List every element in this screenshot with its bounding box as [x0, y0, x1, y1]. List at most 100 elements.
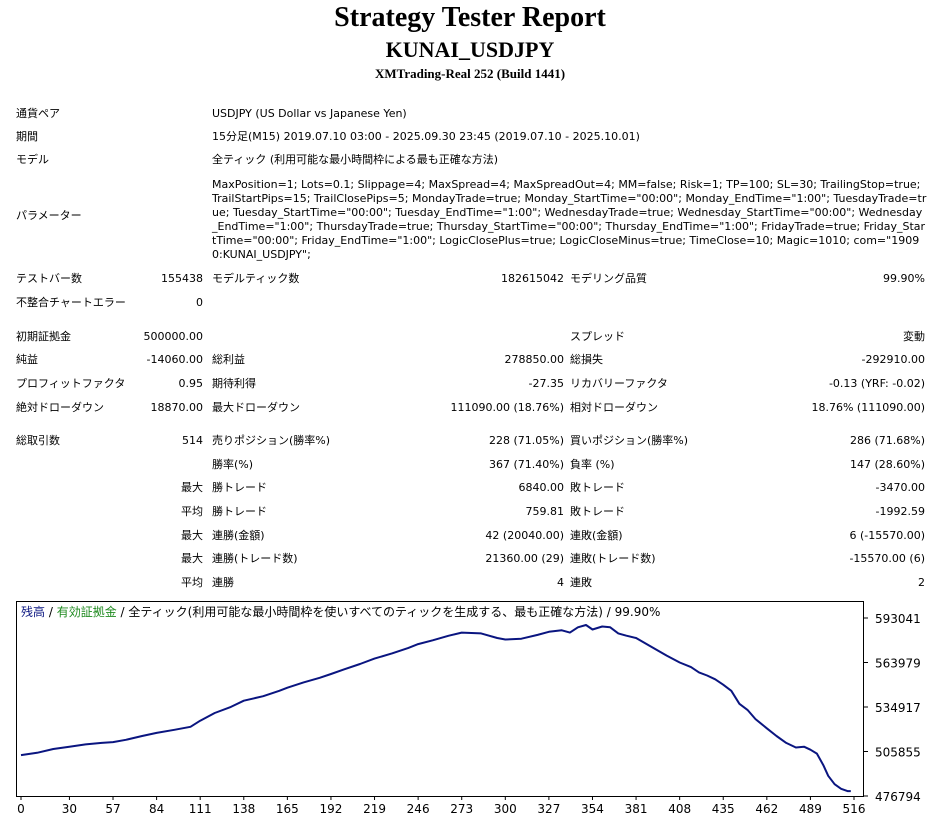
absolute-drawdown-value: 18870.00 [150, 401, 204, 414]
x-tick-label: 84 [149, 802, 164, 816]
max-consecutive-wins-label: 連勝(金額) [212, 529, 265, 542]
x-tick-label: 30 [62, 802, 77, 816]
max-consecutive-wins-value: 42 (20040.00) [485, 529, 564, 542]
max-consecutive-losses-label: 連敗(金額) [570, 529, 623, 542]
recovery-factor-label: リカバリーファクタ [570, 377, 668, 390]
y-tick-label: 593041 [875, 612, 921, 626]
expected-payoff-value: -27.35 [528, 377, 564, 390]
legend-equity: 有効証拠金 [57, 604, 117, 619]
max-consecutive-count-prefix: 最大 [181, 552, 203, 565]
period-label: 期間 [16, 130, 38, 143]
average-consecutive-wins-value: 4 [557, 576, 564, 589]
recovery-factor-value: -0.13 (YRF: -0.02) [828, 377, 925, 390]
x-tick-label: 435 [712, 802, 735, 816]
chart-legend: 残高 / 有効証拠金 / 全ティック(利用可能な最小時間枠を使いすべてのティック… [21, 604, 660, 619]
x-axis: 0 30 57 84 111 138 165 192 219 246 273 300 327 354 381… [17, 796, 865, 816]
x-tick-label: 462 [755, 802, 778, 816]
quality-value: 99.90% [883, 272, 925, 285]
bars-value: 155438 [161, 272, 203, 285]
average-consecutive-prefix: 平均 [181, 576, 203, 589]
absolute-drawdown-label: 絶対ドローダウン [16, 401, 104, 414]
x-tick-label: 138 [232, 802, 255, 816]
symbol-value: USDJPY (US Dollar vs Japanese Yen) [212, 107, 407, 120]
balance-line [20, 624, 851, 793]
gross-profit-value: 278850.00 [504, 353, 565, 366]
max-consecutive-prefix: 最大 [181, 529, 203, 542]
period-value: 15分足(M15) 2019.07.10 03:00 - 2025.09.30 … [212, 130, 640, 143]
max-consecutive-loss-label: 連敗(トレード数) [570, 552, 656, 565]
x-tick-label: 489 [799, 802, 822, 816]
bars-label: テストバー数 [16, 272, 82, 285]
largest-loss-label: 敗トレード [570, 481, 625, 494]
short-positions-value: 228 (71.05%) [488, 434, 564, 447]
x-tick-label: 327 [537, 802, 560, 816]
long-positions-value: 286 (71.68%) [849, 434, 925, 447]
spread-label: スプレッド [570, 330, 625, 343]
x-tick-label: 273 [450, 802, 473, 816]
x-tick-label: 0 [17, 802, 25, 816]
y-axis: 593041 563979 534917 505855 476794 [863, 612, 921, 804]
net-profit-value: -14060.00 [146, 353, 203, 366]
profit-factor-label: プロフィットファクタ [16, 377, 126, 390]
x-tick-label: 219 [363, 802, 386, 816]
long-positions-label: 買いポジション(勝率%) [570, 434, 689, 447]
legend-model-quality: 全ティック(利用可能な最小時間枠を使いすべてのティックを生成する、最も正確な方法… [128, 604, 660, 619]
y-tick-label: 476794 [875, 790, 921, 804]
x-tick-label: 408 [668, 802, 691, 816]
model-label: モデル [16, 153, 49, 166]
mismatch-value: 0 [196, 296, 203, 309]
total-trades-value: 514 [182, 434, 203, 447]
quality-label: モデリング品質 [570, 272, 647, 285]
legend-separator-2: / [117, 605, 129, 619]
x-tick-label: 354 [581, 802, 604, 816]
profit-factor-value: 0.95 [178, 377, 204, 390]
x-tick-label: 192 [320, 802, 343, 816]
max-consecutive-profit-label: 連勝(トレード数) [212, 552, 298, 565]
report-title: Strategy Tester Report [334, 2, 606, 33]
loss-trades-value: 147 (28.60%) [849, 458, 925, 471]
total-trades-label: 総取引数 [16, 434, 60, 447]
y-tick-label: 563979 [875, 657, 921, 671]
plot-frame [16, 601, 864, 797]
max-consecutive-profit-value: 21360.00 (29) [485, 552, 564, 565]
params-value: MaxPosition=1; Lots=0.1; Slippage=4; Max… [212, 178, 927, 261]
average-win-label: 勝トレード [212, 505, 267, 518]
profit-trades-value: 367 (71.40%) [488, 458, 564, 471]
maximal-drawdown-label: 最大ドローダウン [212, 401, 300, 414]
x-tick-label: 111 [189, 802, 212, 816]
average-loss-label: 敗トレード [570, 505, 625, 518]
x-tick-label: 57 [105, 802, 120, 816]
x-tick-label: 300 [494, 802, 517, 816]
average-consecutive-wins-label: 連勝 [212, 576, 234, 589]
profit-trades-label: 勝率(%) [212, 458, 254, 471]
net-profit-label: 純益 [16, 353, 38, 366]
gross-loss-value: -292910.00 [861, 353, 925, 366]
gross-profit-label: 総利益 [212, 353, 245, 366]
loss-trades-label: 負率 (%) [570, 458, 615, 471]
balance-chart: 残高 / 有効証拠金 / 全ティック(利用可能な最小時間枠を使いすべてのティック… [16, 601, 921, 816]
max-consecutive-losses-value: 6 (-15570.00) [849, 529, 925, 542]
x-tick-label: 165 [276, 802, 299, 816]
average-loss-value: -1992.59 [875, 505, 925, 518]
balance-series [20, 624, 851, 793]
short-positions-label: 売りポジション(勝率%) [212, 434, 331, 447]
ticks-value: 182615042 [501, 272, 564, 285]
gross-loss-label: 総損失 [570, 353, 603, 366]
params-label: パラメーター [16, 209, 82, 222]
expert-name: KUNAI_USDJPY [385, 37, 555, 62]
model-value: 全ティック (利用可能な最小時間枠による最も正確な方法) [212, 153, 499, 166]
expected-payoff-label: 期待利得 [212, 377, 256, 390]
spread-value: 変動 [903, 330, 925, 343]
x-tick-label: 381 [625, 802, 648, 816]
legend-balance: 残高 [21, 604, 45, 619]
largest-win-label: 勝トレード [212, 481, 267, 494]
relative-drawdown-value: 18.76% (111090.00) [811, 401, 925, 414]
y-tick-label: 534917 [875, 701, 921, 715]
max-consecutive-loss-value: -15570.00 (6) [849, 552, 925, 565]
deposit-label: 初期証拠金 [16, 330, 71, 343]
average-consecutive-losses-value: 2 [918, 576, 925, 589]
average-win-value: 759.81 [525, 505, 565, 518]
largest-loss-value: -3470.00 [875, 481, 925, 494]
server-build: XMTrading-Real 252 (Build 1441) [374, 66, 566, 81]
legend-separator-1: / [45, 605, 57, 619]
